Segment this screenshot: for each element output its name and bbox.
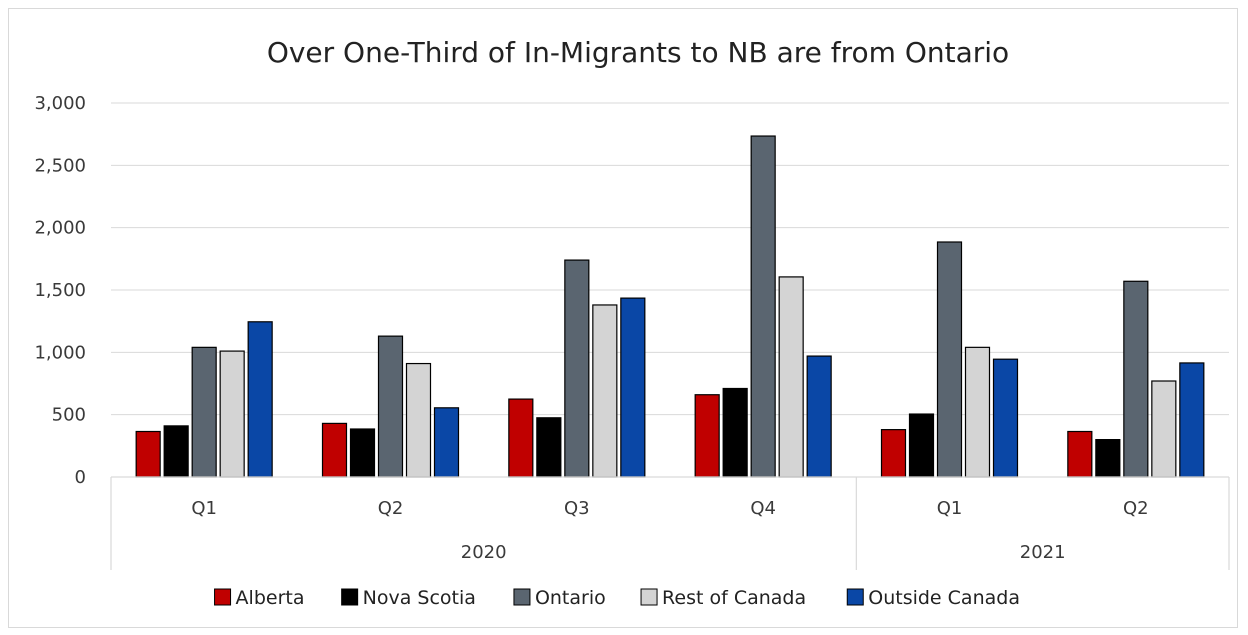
x-tick-label: Q4 [750, 498, 776, 519]
chart-title: Over One-Third of In-Migrants to NB are … [267, 36, 1009, 69]
bar-rest-of-canada [778, 276, 804, 478]
bar-ontario [377, 335, 404, 478]
y-tick-label: 1,000 [34, 342, 86, 363]
bar-alberta [508, 398, 534, 478]
bars [135, 135, 1205, 478]
bar-nova-scotia [1095, 439, 1121, 478]
legend-label-alberta: Alberta [236, 587, 305, 609]
legend-swatch-ontario [513, 588, 531, 606]
x-group-label: 2020 [461, 542, 507, 563]
legend-swatch-nova-scotia [341, 588, 359, 606]
legend-swatch-alberta [214, 588, 232, 606]
x-tick-label: Q2 [378, 498, 404, 519]
bar-outside-canada [1179, 362, 1205, 478]
bar-ontario [564, 259, 590, 478]
bar-alberta [694, 394, 720, 478]
x-tick-label: Q1 [191, 498, 217, 519]
bar-rest-of-canada [219, 350, 245, 478]
bar-alberta [321, 422, 348, 478]
legend: Alberta Nova Scotia Ontario Rest of Canada O… [214, 587, 1020, 609]
bar-ontario [936, 241, 963, 478]
bar-rest-of-canada [1151, 380, 1177, 478]
bar-nova-scotia [163, 425, 189, 478]
bar-nova-scotia [349, 428, 376, 478]
y-tick-label: 1,500 [34, 280, 86, 301]
y-tick-label: 0 [75, 467, 86, 488]
x-tick-label: Q2 [1123, 498, 1149, 519]
legend-label-ontario: Ontario [535, 587, 606, 609]
bar-nova-scotia [536, 417, 562, 478]
x-tick-label: Q1 [937, 498, 963, 519]
bar-outside-canada [620, 297, 646, 478]
legend-label-nova-scotia: Nova Scotia [363, 587, 476, 609]
bar-alberta [135, 430, 161, 478]
bar-ontario [1123, 280, 1149, 478]
x-axis: Q1 Q2 Q3 Q4 Q1 Q2 2020 2021 [110, 476, 1230, 570]
y-tick-label: 3,000 [34, 93, 86, 114]
gridlines [111, 102, 1229, 416]
bar-rest-of-canada [964, 346, 991, 478]
bar-nova-scotia [722, 387, 748, 478]
bar-outside-canada [433, 407, 460, 478]
bar-nova-scotia [908, 413, 935, 478]
bar-outside-canada [247, 321, 273, 478]
y-tick-label: 2,500 [34, 155, 86, 176]
bar-alberta [880, 429, 907, 478]
bar-outside-canada [806, 355, 832, 478]
legend-label-rest-of-canada: Rest of Canada [662, 587, 806, 609]
bar-rest-of-canada [405, 362, 432, 478]
x-group-label: 2021 [1020, 542, 1066, 563]
bar-alberta [1067, 430, 1093, 478]
bar-ontario [750, 135, 776, 478]
y-tick-label: 2,000 [34, 218, 86, 239]
bar-ontario [191, 346, 217, 478]
y-axis-ticks: 0 500 1,000 1,500 2,000 2,500 3,000 [34, 93, 86, 488]
y-tick-label: 500 [52, 405, 86, 426]
x-tick-label: Q3 [564, 498, 590, 519]
legend-swatch-outside-canada [846, 588, 864, 606]
legend-swatch-rest-of-canada [640, 588, 658, 606]
legend-label-outside-canada: Outside Canada [868, 587, 1020, 609]
bar-outside-canada [992, 358, 1019, 478]
bar-rest-of-canada [592, 304, 618, 478]
